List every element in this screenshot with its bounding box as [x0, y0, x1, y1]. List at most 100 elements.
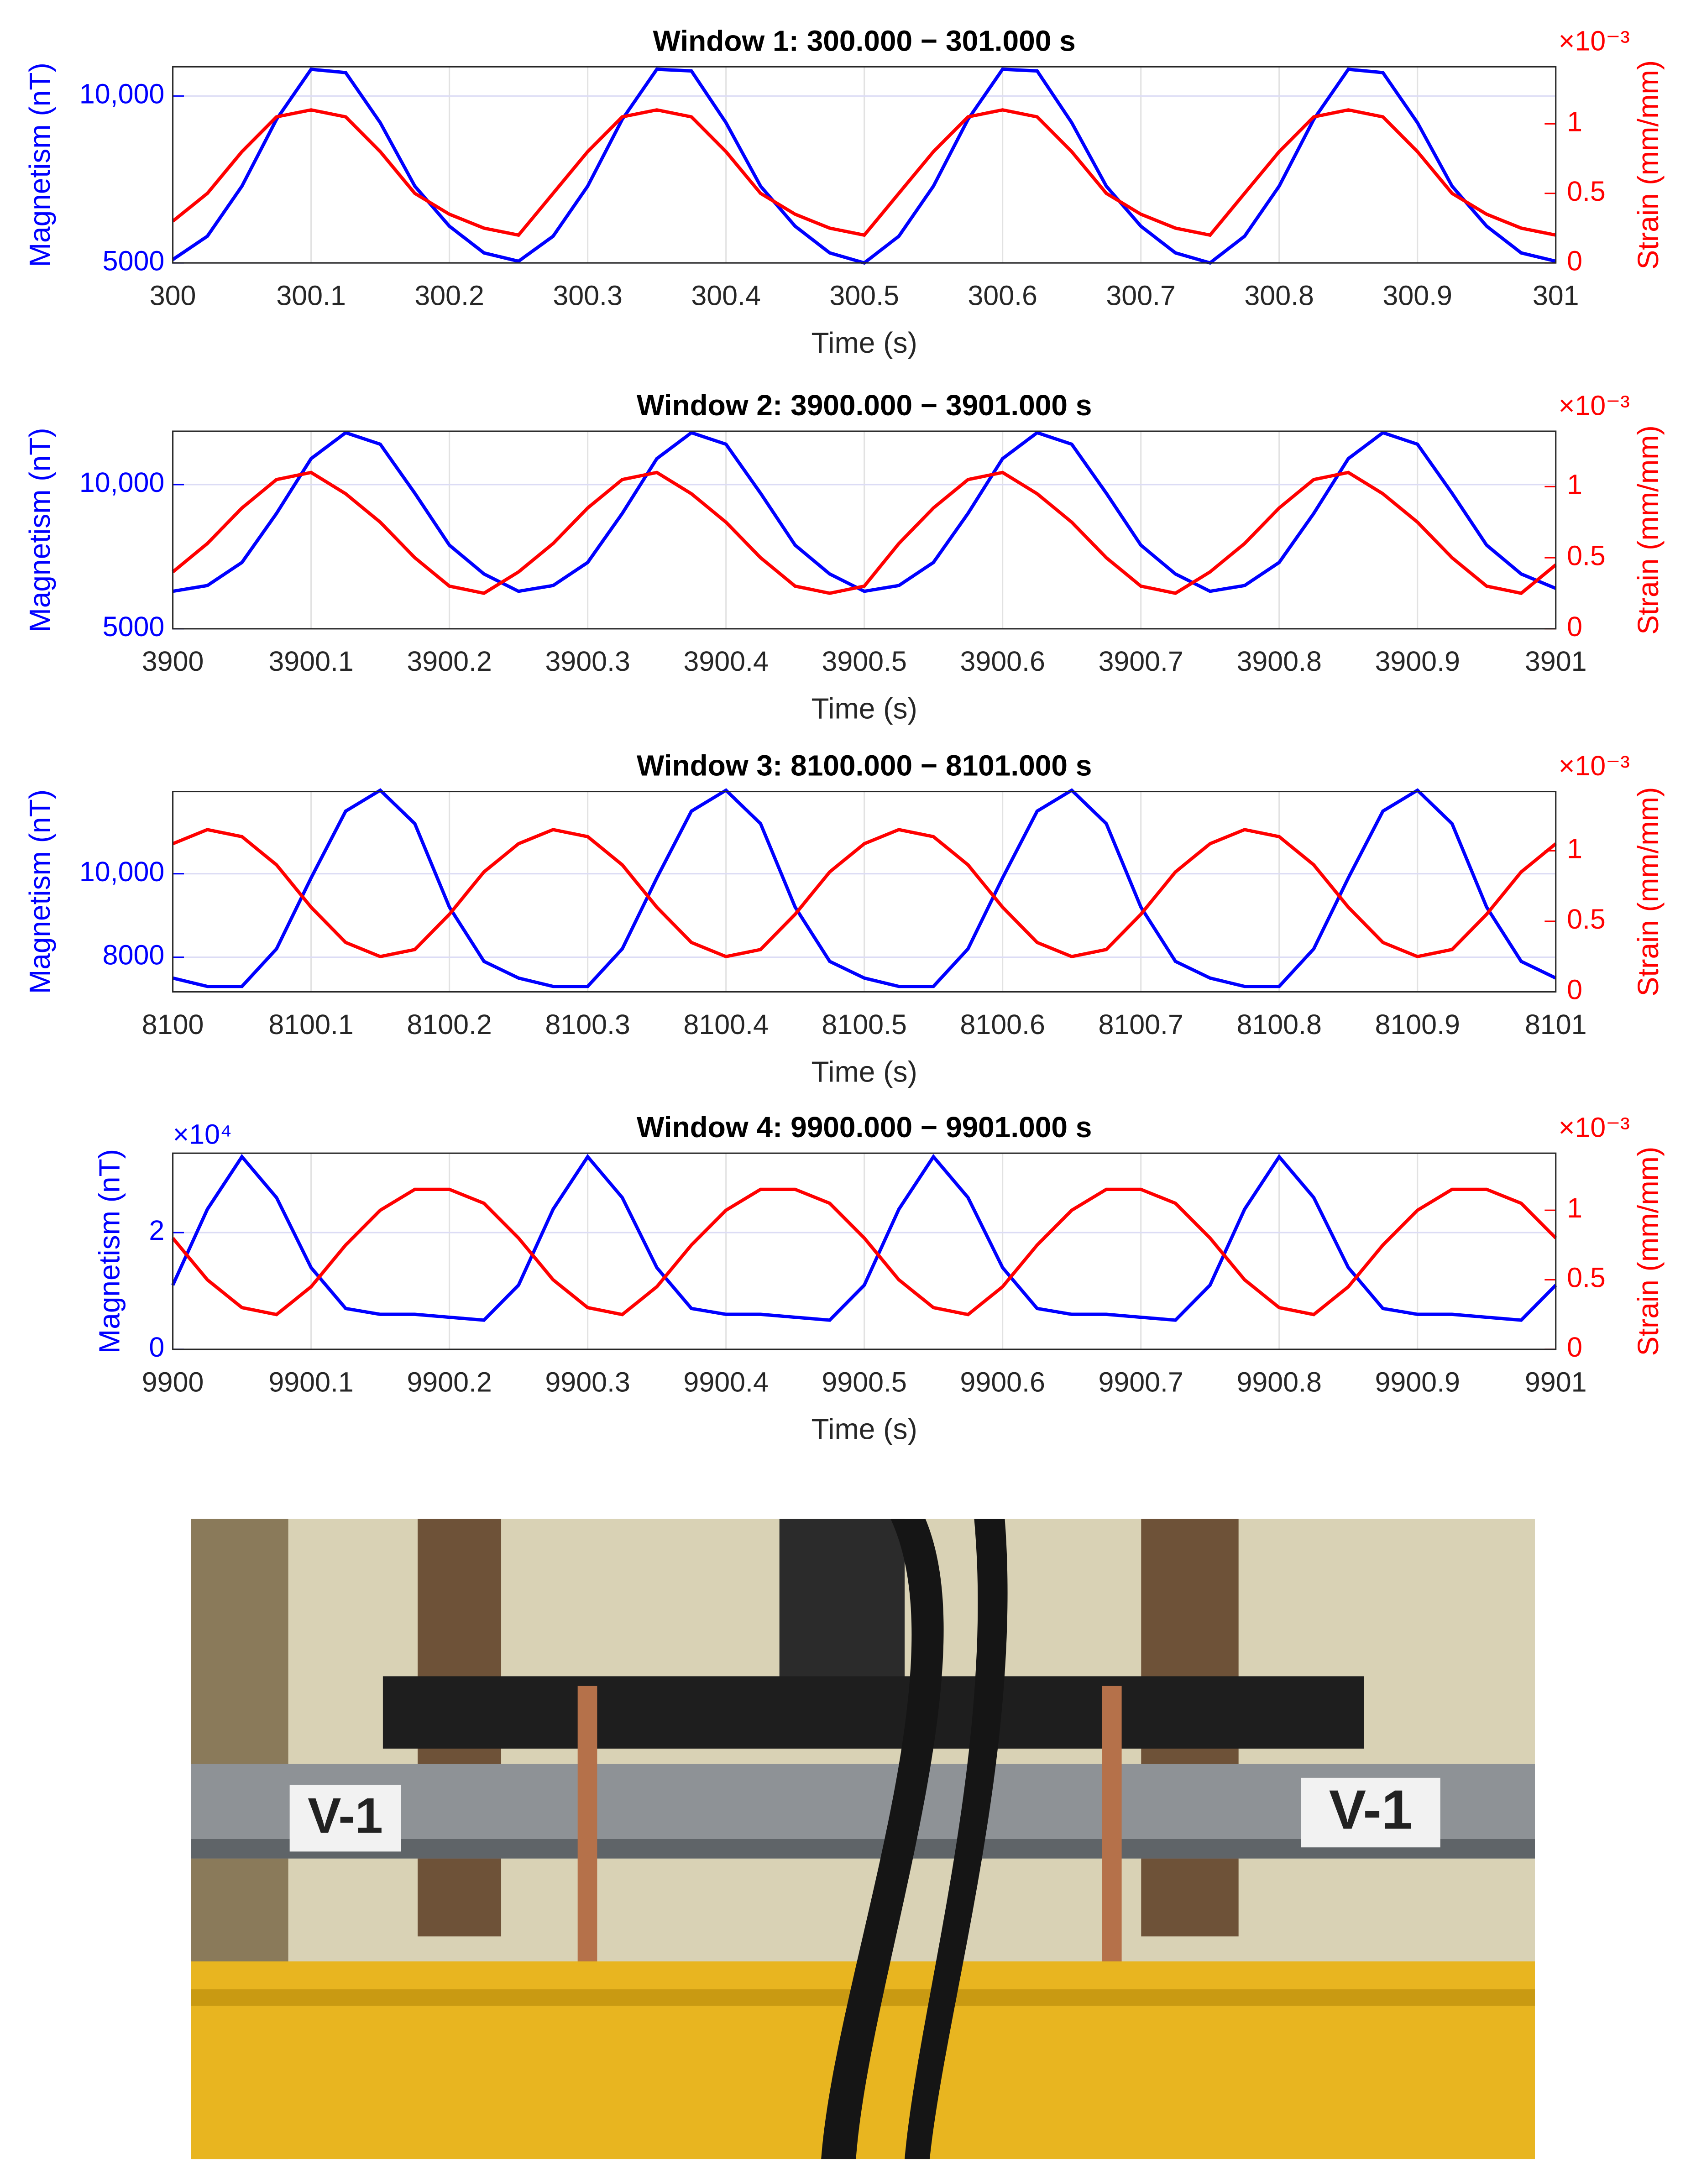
- beam-label: V-1: [1329, 1778, 1413, 1840]
- x-tick-label: 8100.3: [545, 1009, 630, 1040]
- data-line: [172, 788, 1557, 988]
- x-tick-label: 3900.6: [960, 646, 1045, 677]
- y2-axis-label: Strain (mm/mm): [1632, 60, 1665, 270]
- x-tick-label: 9900.7: [1098, 1366, 1183, 1397]
- y2-multiplier: ×10⁻³: [1559, 390, 1630, 421]
- photo: V-1 V-1: [191, 1519, 1535, 2159]
- x-tick-label: 9900.4: [683, 1366, 768, 1397]
- x-tick-label: 9900.3: [545, 1366, 630, 1397]
- x-axis-label: Time (s): [811, 1413, 917, 1446]
- y-tick-label: 10,000: [79, 856, 164, 887]
- y2-tick-label: 0.5: [1567, 176, 1606, 207]
- x-tick-label: 3900.7: [1098, 646, 1183, 677]
- x-tick-label: 8100.8: [1236, 1009, 1321, 1040]
- y-axis-label: Magnetism (nT): [23, 63, 56, 267]
- y2-tick-label: 0.5: [1567, 540, 1606, 571]
- chart-title: Window 1: 300.000 − 301.000 s: [653, 24, 1076, 57]
- y2-multiplier: ×10⁻³: [1559, 1112, 1630, 1143]
- plot-frame: [172, 791, 1557, 993]
- y-tick-label: 10,000: [79, 467, 164, 498]
- label-card: [289, 1785, 401, 1852]
- y2-multiplier: ×10⁻³: [1559, 750, 1630, 781]
- chart-title: Window 4: 9900.000 − 9901.000 s: [637, 1111, 1092, 1144]
- x-tick-label: 300.4: [691, 280, 761, 311]
- y-tick-label: 5000: [103, 611, 165, 642]
- x-axis-label: Time (s): [811, 326, 917, 359]
- y2-multiplier: ×10⁻³: [1559, 26, 1630, 57]
- x-tick-label: 3900.4: [683, 646, 768, 677]
- y2-tick-label: 0.5: [1567, 904, 1606, 935]
- x-tick-label: 300: [150, 280, 196, 311]
- data-line: [172, 828, 1557, 959]
- y2-tick-label: 1: [1567, 1192, 1582, 1223]
- clamp: [1102, 1686, 1122, 1978]
- chart: 3900 3900.1 3900.2 3900.3 3900.4 3900.5 3900.6…: [23, 389, 1665, 725]
- data-line: [171, 1154, 1557, 1322]
- x-tick-label: 3900.9: [1375, 646, 1460, 677]
- plot-frame: [172, 1152, 1557, 1350]
- x-tick-label: 9900.8: [1236, 1366, 1321, 1397]
- y2-tick-label: 0: [1567, 1332, 1582, 1363]
- x-tick-label: 8100.1: [268, 1009, 353, 1040]
- x-tick-label: 300.2: [414, 280, 484, 311]
- x-tick-label: 8100.4: [683, 1009, 768, 1040]
- x-tick-label: 8100: [142, 1009, 204, 1040]
- actuator: [779, 1519, 905, 1686]
- x-tick-label: 9901: [1525, 1366, 1587, 1397]
- x-tick-label: 3900: [142, 646, 204, 677]
- y-tick-label: 0: [149, 1332, 164, 1363]
- y2-axis-label: Strain (mm/mm): [1632, 425, 1665, 635]
- x-tick-label: 3901: [1525, 646, 1587, 677]
- x-tick-label: 8101: [1525, 1009, 1587, 1040]
- x-tick-label: 9900.1: [268, 1366, 353, 1397]
- y2-tick-label: 0: [1567, 245, 1582, 276]
- x-tick-label: 300.9: [1382, 280, 1452, 311]
- x-tick-label: 3900.1: [268, 646, 353, 677]
- chart: 300 300.1 300.2 300.3 300.4 300.5 300.6 300.7 30…: [23, 24, 1665, 359]
- x-tick-label: 8100.2: [407, 1009, 492, 1040]
- x-tick-label: 300.7: [1106, 280, 1176, 311]
- y2-axis-label: Strain (mm/mm): [1632, 787, 1665, 997]
- y-axis-label: Magnetism (nT): [23, 789, 56, 994]
- cable: [905, 1519, 1008, 2159]
- x-tick-label: 300.6: [968, 280, 1037, 311]
- y2-axis-label: Strain (mm/mm): [1632, 1147, 1665, 1356]
- chart-title: Window 3: 8100.000 − 8101.000 s: [637, 749, 1092, 782]
- x-tick-label: 8100.6: [960, 1009, 1045, 1040]
- cable: [821, 1519, 944, 2159]
- data-line: [171, 1187, 1557, 1317]
- beam-label: V-1: [308, 1788, 383, 1844]
- x-tick-label: 8100.5: [822, 1009, 906, 1040]
- x-tick-label: 301: [1533, 280, 1579, 311]
- x-tick-label: 9900: [142, 1366, 204, 1397]
- y-axis-label: Magnetism (nT): [93, 1149, 126, 1353]
- x-tick-label: 3900.8: [1236, 646, 1321, 677]
- x-tick-label: 9900.6: [960, 1366, 1045, 1397]
- y2-tick-label: 0.5: [1567, 1262, 1606, 1293]
- y-tick-label: 2: [149, 1215, 164, 1246]
- x-tick-label: 300.8: [1244, 280, 1314, 311]
- y-axis-label: Magnetism (nT): [23, 428, 56, 632]
- y-tick-label: 10,000: [79, 78, 164, 109]
- chart-title: Window 2: 3900.000 − 3901.000 s: [637, 389, 1092, 422]
- x-axis-label: Time (s): [811, 1055, 917, 1088]
- y2-tick-label: 1: [1567, 469, 1582, 500]
- data-line: [172, 108, 1556, 237]
- x-tick-label: 9900.2: [407, 1366, 492, 1397]
- clamp: [577, 1686, 597, 1978]
- y2-tick-label: 0: [1567, 974, 1582, 1005]
- x-tick-label: 3900.2: [407, 646, 492, 677]
- y-multiplier: ×10⁴: [173, 1119, 232, 1150]
- y2-tick-label: 1: [1567, 106, 1582, 137]
- x-tick-label: 9900.5: [822, 1366, 906, 1397]
- x-tick-label: 300.3: [553, 280, 623, 311]
- label-card: [1301, 1777, 1440, 1848]
- x-tick-label: 9900.9: [1375, 1366, 1460, 1397]
- y2-tick-label: 1: [1567, 833, 1582, 864]
- y-tick-label: 5000: [103, 245, 165, 276]
- x-tick-label: 300.5: [829, 280, 899, 311]
- plot-frame: [172, 430, 1557, 630]
- data-line: [172, 431, 1557, 593]
